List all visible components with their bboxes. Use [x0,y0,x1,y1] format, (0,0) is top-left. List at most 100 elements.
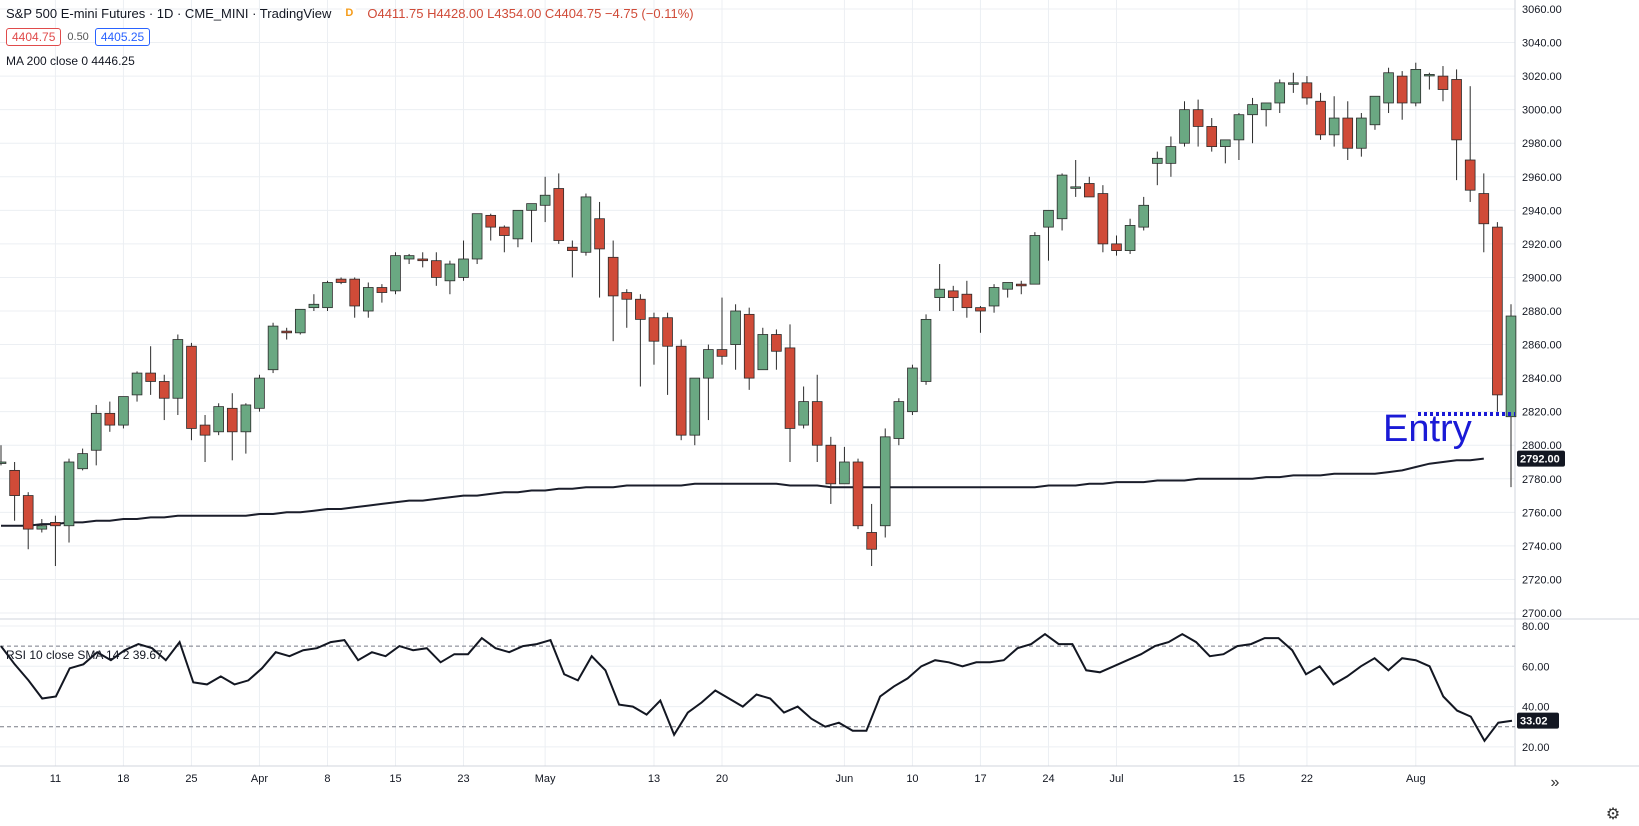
candle [281,327,292,340]
time-tick-label: 20 [716,773,728,785]
candle-body [9,469,20,496]
candle [621,289,633,328]
candle [335,277,347,285]
candle-body [1505,315,1517,418]
candle [553,173,565,244]
candle [1083,176,1095,198]
candle-body [975,307,986,312]
time-tick-label: 11 [50,773,61,785]
candle-body [1274,82,1286,104]
candle-body [1478,193,1490,225]
candle [1165,136,1177,177]
candle-body [63,461,75,527]
candle [1152,151,1163,186]
candle [920,314,932,385]
candle-body [308,303,320,309]
candlestick-series [0,62,1517,567]
candle [1328,96,1340,147]
rsi-last-value-text: 33.02 [1520,716,1548,728]
price-tick-label: 2960.00 [1522,172,1562,184]
candle [771,329,782,370]
candle [893,398,905,446]
candle [0,445,7,466]
candle [988,284,1000,313]
price-tick-label: 2700.00 [1522,608,1562,620]
candle-body [539,194,551,206]
time-tick-label: Aug [1406,773,1426,785]
candle [675,339,687,441]
ma-indicator-label[interactable]: MA 200 close 0 4446.25 [6,54,135,68]
scroll-to-realtime-button[interactable]: » [1550,774,1560,791]
sell-price-button[interactable]: 4404.75 [6,28,62,46]
settings-gear-icon[interactable]: ⚙ [1605,806,1621,823]
candle [648,312,660,365]
time-tick-label: 18 [117,773,129,785]
candle-body [1056,174,1068,220]
candle-body [1315,100,1326,136]
candle-body [376,287,388,293]
candle-body [1179,109,1190,144]
candle [879,428,891,538]
candle [63,458,75,543]
candle [1424,72,1435,90]
candle-body [1165,146,1177,164]
candle [349,277,360,318]
candle-body [254,377,265,409]
candle-body [567,246,578,252]
candle [390,252,401,295]
candle-body [240,404,252,433]
time-tick-label: Apr [251,773,268,785]
candle [1233,113,1245,160]
candle [1260,102,1272,127]
rsi-panel [0,625,1515,748]
candle-body [172,339,184,399]
candle [308,294,320,311]
candle [213,403,224,436]
candle [730,304,741,370]
candle [403,253,415,265]
candle-body [1192,109,1204,127]
candle [322,280,333,311]
candle [417,252,429,268]
candle-body [1288,82,1299,85]
price-tick-label: 2860.00 [1522,340,1562,352]
candle-body [118,396,129,426]
candle-body [50,522,61,527]
candle-body [580,196,592,253]
candle [90,404,102,466]
candle [118,396,129,429]
buy-price-button[interactable]: 4405.25 [94,28,151,46]
rsi-indicator-label[interactable]: RSI 10 close SMA 14 2 39.67 [6,648,163,662]
price-tick-label: 2900.00 [1522,272,1562,284]
rsi-last-value-tag [1517,712,1559,729]
candle-body [716,349,728,357]
candle-body [1070,186,1081,189]
candle-body [186,345,197,429]
candle-body [1138,204,1150,228]
candle [1274,79,1286,114]
candle [131,371,143,402]
candle [485,213,497,241]
price-tick-label: 2800.00 [1522,440,1562,452]
candle-body [988,287,1000,307]
candle [784,324,796,462]
candle [1301,76,1313,105]
candle-body [1451,79,1462,141]
candle-body [1206,126,1218,147]
candle-body [1328,117,1340,136]
candle [1451,69,1462,181]
candle [934,264,945,311]
candle [1138,196,1150,231]
candle-body [1043,209,1054,228]
candle [1043,209,1054,261]
candle [1056,173,1068,231]
candle [1437,66,1449,102]
candle-body [1124,225,1136,252]
candle-body [635,298,646,320]
candle [961,280,973,318]
delay-badge: D [341,5,358,21]
candle [1342,101,1354,160]
symbol-title[interactable]: S&P 500 E-mini Futures · 1D · CME_MINI ·… [6,5,332,21]
candle-body [390,255,401,292]
